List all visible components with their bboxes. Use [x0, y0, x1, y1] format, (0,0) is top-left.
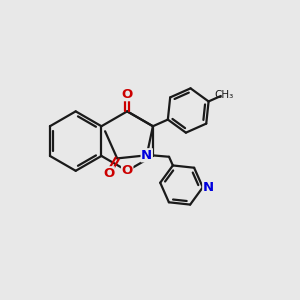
- Text: O: O: [122, 88, 133, 100]
- Text: O: O: [122, 164, 133, 177]
- Text: N: N: [203, 181, 214, 194]
- Text: O: O: [103, 167, 114, 180]
- Text: CH₃: CH₃: [214, 90, 233, 100]
- Text: N: N: [141, 149, 152, 162]
